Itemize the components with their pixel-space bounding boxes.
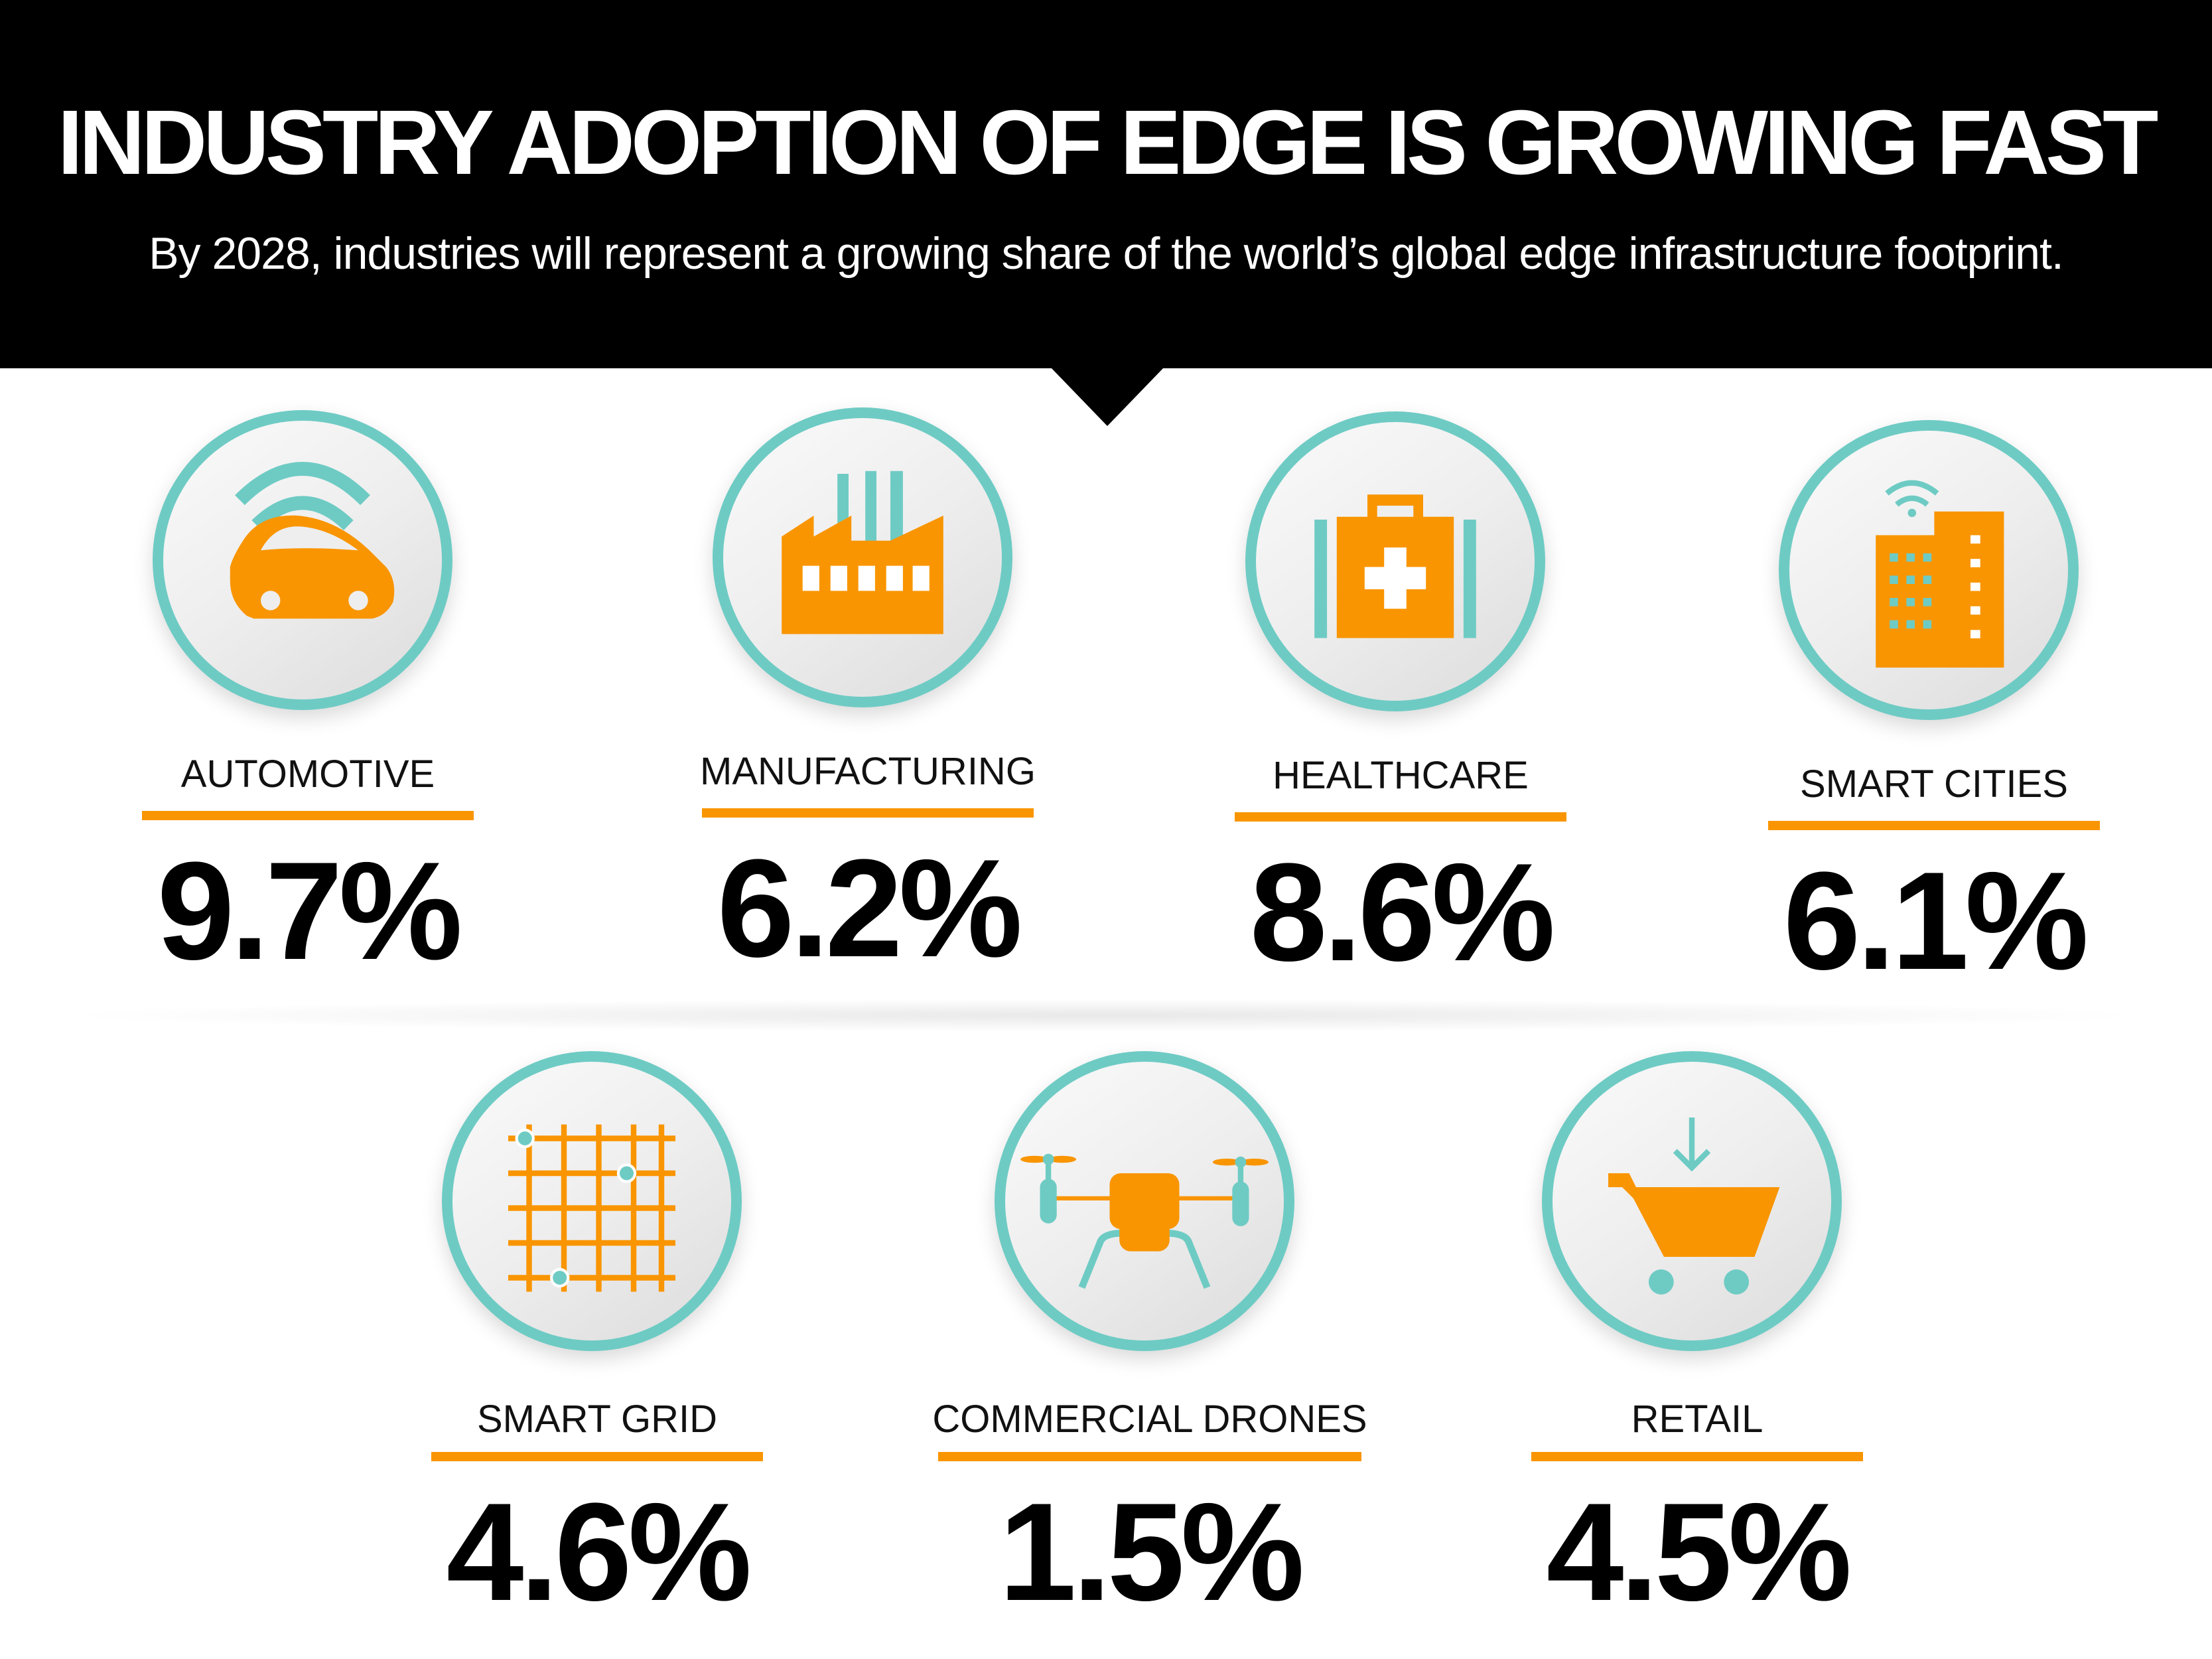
industry-label: COMMERCIAL DRONES <box>932 1398 1367 1441</box>
industry-value: 9.7% <box>157 833 463 989</box>
page-subtitle: By 2028, industries will represent a gro… <box>149 228 2064 279</box>
accent-bar <box>1768 821 2100 830</box>
accent-bar <box>142 811 474 820</box>
icon-badge <box>995 1051 1294 1351</box>
page-title: INDUSTRY ADOPTION OF EDGE IS GROWING FAS… <box>57 92 2159 194</box>
industry-value: 4.5% <box>1546 1474 1852 1630</box>
factory-icon <box>782 470 943 634</box>
shopping-cart-icon <box>1608 1118 1780 1295</box>
industry-label: HEALTHCARE <box>1273 754 1529 797</box>
industry-label: SMART CITIES <box>1800 762 2068 806</box>
industry-label: RETAIL <box>1631 1398 1763 1441</box>
accent-bar <box>1531 1452 1863 1461</box>
industry-value: 8.6% <box>1249 834 1556 990</box>
icon-badge <box>442 1051 742 1351</box>
icon-badge <box>713 407 1012 707</box>
icon-badge <box>1245 411 1545 711</box>
drone-icon <box>1020 1153 1269 1289</box>
accent-bar <box>702 808 1034 818</box>
industry-value: 1.5% <box>999 1474 1305 1630</box>
industry-value: 6.1% <box>1783 843 2089 999</box>
medical-kit-icon <box>1314 494 1476 638</box>
smart-building-icon <box>1876 480 2004 668</box>
icon-badge <box>1779 420 2079 720</box>
industry-label: MANUFACTURING <box>700 750 1036 793</box>
grid-icon <box>508 1124 675 1292</box>
row-divider-shadow <box>53 999 2159 1032</box>
industry-value: 4.6% <box>446 1474 752 1630</box>
connected-car-icon <box>230 461 395 619</box>
industry-label: SMART GRID <box>476 1398 718 1441</box>
accent-bar <box>431 1452 763 1461</box>
header-banner: INDUSTRY ADOPTION OF EDGE IS GROWING FAS… <box>0 0 2212 368</box>
accent-bar <box>1235 812 1566 822</box>
accent-bar <box>938 1452 1361 1461</box>
industry-value: 6.2% <box>717 830 1023 986</box>
icon-badge <box>153 410 452 710</box>
icon-badge <box>1542 1051 1842 1351</box>
industry-label: AUTOMOTIVE <box>180 753 435 796</box>
header-pointer <box>1051 368 1164 426</box>
